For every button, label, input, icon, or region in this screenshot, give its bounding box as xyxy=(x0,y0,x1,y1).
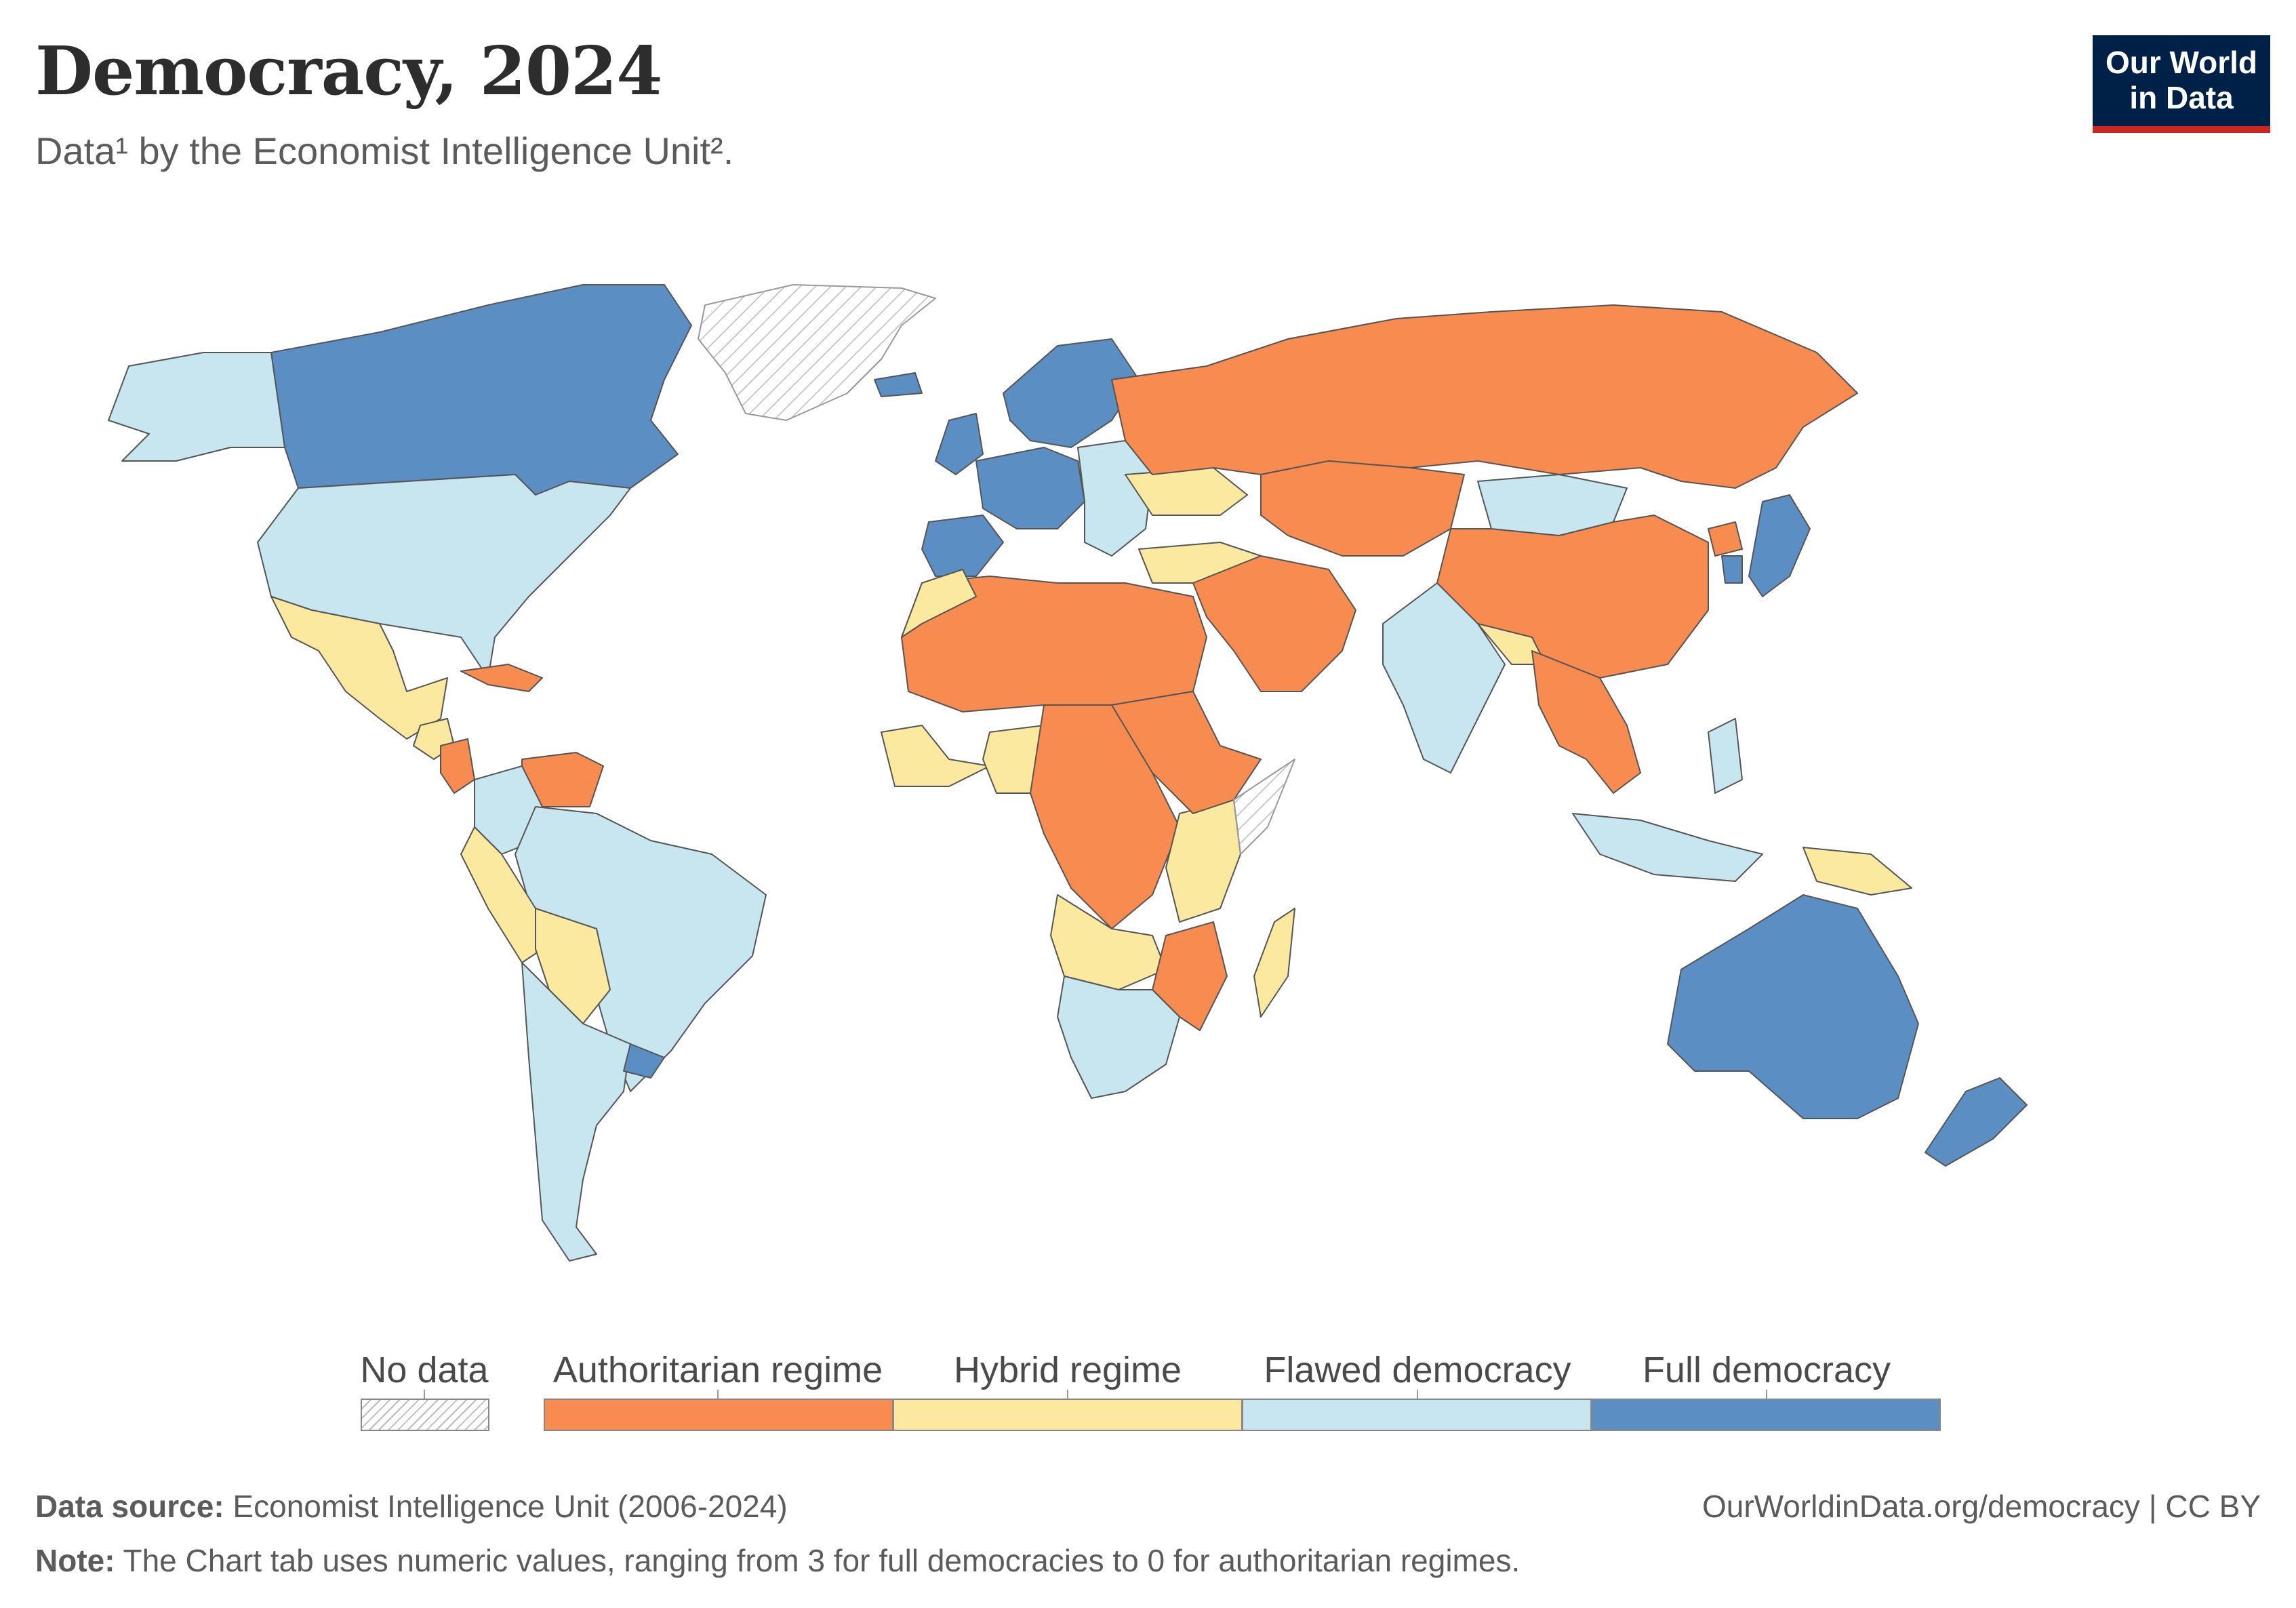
country-west-africa-coast[interactable] xyxy=(881,725,990,786)
country-cuba[interactable] xyxy=(461,664,542,691)
legend-label-no-data: No data xyxy=(360,1349,488,1391)
country-iberia[interactable] xyxy=(922,515,1003,576)
legend-swatch-hybrid[interactable] xyxy=(893,1399,1243,1431)
logo-line-2: in Data xyxy=(2093,80,2270,115)
country-uk[interactable] xyxy=(935,414,983,475)
country-korea[interactable] xyxy=(1722,556,1742,583)
data-source: Data source: Economist Intelligence Unit… xyxy=(35,1488,788,1525)
legend-swatch-flawed[interactable] xyxy=(1242,1399,1592,1431)
legend-label-authoritarian: Authoritarian regime xyxy=(553,1349,883,1391)
country-western-europe[interactable] xyxy=(976,447,1085,529)
country-papua[interactable] xyxy=(1803,847,1912,895)
country-japan[interactable] xyxy=(1749,495,1810,597)
source-url-link[interactable]: OurWorldinData.org/democracy | CC BY xyxy=(1702,1488,2261,1525)
legend-swatch-full[interactable] xyxy=(1591,1399,1941,1431)
world-map xyxy=(0,258,2296,1302)
source-label: Data source: xyxy=(35,1489,224,1524)
owid-logo[interactable]: Our World in Data xyxy=(2093,35,2270,133)
country-iceland[interactable] xyxy=(874,373,922,397)
country-central-asia[interactable] xyxy=(1261,461,1464,556)
note-text: The Chart tab uses numeric values, rangi… xyxy=(115,1543,1520,1578)
country-nicaragua[interactable] xyxy=(441,739,475,793)
legend-swatch-authoritarian[interactable] xyxy=(544,1399,893,1431)
country-madagascar[interactable] xyxy=(1254,908,1295,1017)
legend-swatch-no-data[interactable] xyxy=(361,1399,489,1431)
logo-line-1: Our World xyxy=(2093,45,2270,80)
country-indonesia[interactable] xyxy=(1573,813,1763,881)
source-text: Economist Intelligence Unit (2006-2024) xyxy=(224,1489,788,1524)
country-north-korea[interactable] xyxy=(1708,522,1742,556)
legend-label-hybrid: Hybrid regime xyxy=(954,1349,1182,1391)
country-russia[interactable] xyxy=(1112,305,1857,488)
note-label: Note: xyxy=(35,1543,115,1578)
chart-note: Note: The Chart tab uses numeric values,… xyxy=(35,1542,1520,1579)
country-australia[interactable] xyxy=(1668,895,1918,1119)
chart-subtitle: Data¹ by the Economist Intelligence Unit… xyxy=(35,129,733,173)
legend-label-full: Full democracy xyxy=(1643,1349,1891,1391)
chart-title: Democracy, 2024 xyxy=(35,33,662,110)
country-canada[interactable] xyxy=(271,285,691,495)
country-new-zealand[interactable] xyxy=(1925,1078,2027,1166)
country-middle-east[interactable] xyxy=(1193,556,1356,691)
country-east-africa[interactable] xyxy=(1166,800,1241,922)
country-greenland[interactable] xyxy=(698,285,935,420)
country-alaska[interactable] xyxy=(108,353,285,461)
country-philippines[interactable] xyxy=(1708,719,1742,793)
legend-label-flawed: Flawed democracy xyxy=(1264,1349,1571,1391)
